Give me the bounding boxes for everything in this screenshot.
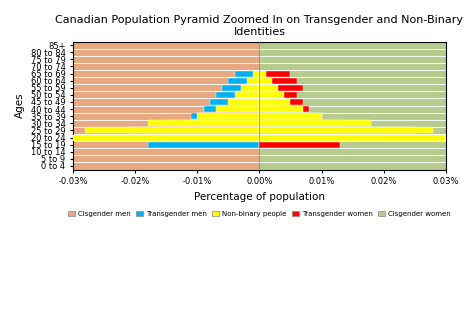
Bar — [247, 78, 259, 84]
Bar — [235, 71, 259, 77]
Bar — [129, 127, 259, 133]
Bar — [259, 78, 272, 84]
Bar — [259, 99, 291, 105]
Bar — [235, 92, 259, 98]
Bar — [241, 85, 259, 91]
Bar — [166, 120, 259, 126]
Bar — [228, 99, 259, 105]
Title: Canadian Population Pyramid Zoomed In on Transgender and Non-Binary
Identities: Canadian Population Pyramid Zoomed In on… — [55, 15, 464, 37]
Bar — [259, 120, 371, 126]
Bar — [147, 120, 259, 126]
Bar — [259, 106, 303, 112]
Bar — [197, 113, 259, 119]
Bar — [210, 99, 259, 105]
Bar — [259, 134, 396, 141]
Bar — [216, 106, 259, 112]
Bar — [222, 85, 259, 91]
Bar — [259, 71, 265, 77]
Bar — [259, 113, 321, 119]
Bar — [259, 134, 446, 141]
Bar — [104, 134, 259, 141]
Bar — [259, 41, 446, 170]
Bar — [259, 85, 278, 91]
Bar — [259, 142, 340, 148]
Bar — [203, 106, 259, 112]
Bar — [85, 127, 259, 133]
X-axis label: Percentage of population: Percentage of population — [194, 192, 325, 202]
Bar — [259, 78, 297, 84]
Bar — [259, 127, 433, 133]
Bar — [259, 85, 303, 91]
Bar — [147, 142, 259, 148]
Bar — [228, 78, 259, 84]
Bar — [259, 92, 284, 98]
Bar — [73, 41, 259, 170]
Bar — [253, 71, 259, 77]
Legend: Cisgender men, Transgender men, Non-binary people, Transgender women, Cisgender : Cisgender men, Transgender men, Non-bina… — [65, 208, 454, 220]
Bar — [259, 113, 321, 119]
Bar — [259, 106, 309, 112]
Bar — [259, 92, 297, 98]
Bar — [216, 92, 259, 98]
Bar — [259, 99, 303, 105]
Bar — [259, 120, 346, 126]
Y-axis label: Ages: Ages — [15, 93, 25, 118]
Bar — [73, 134, 259, 141]
Bar — [259, 71, 291, 77]
Bar — [191, 113, 259, 119]
Bar — [259, 127, 415, 133]
